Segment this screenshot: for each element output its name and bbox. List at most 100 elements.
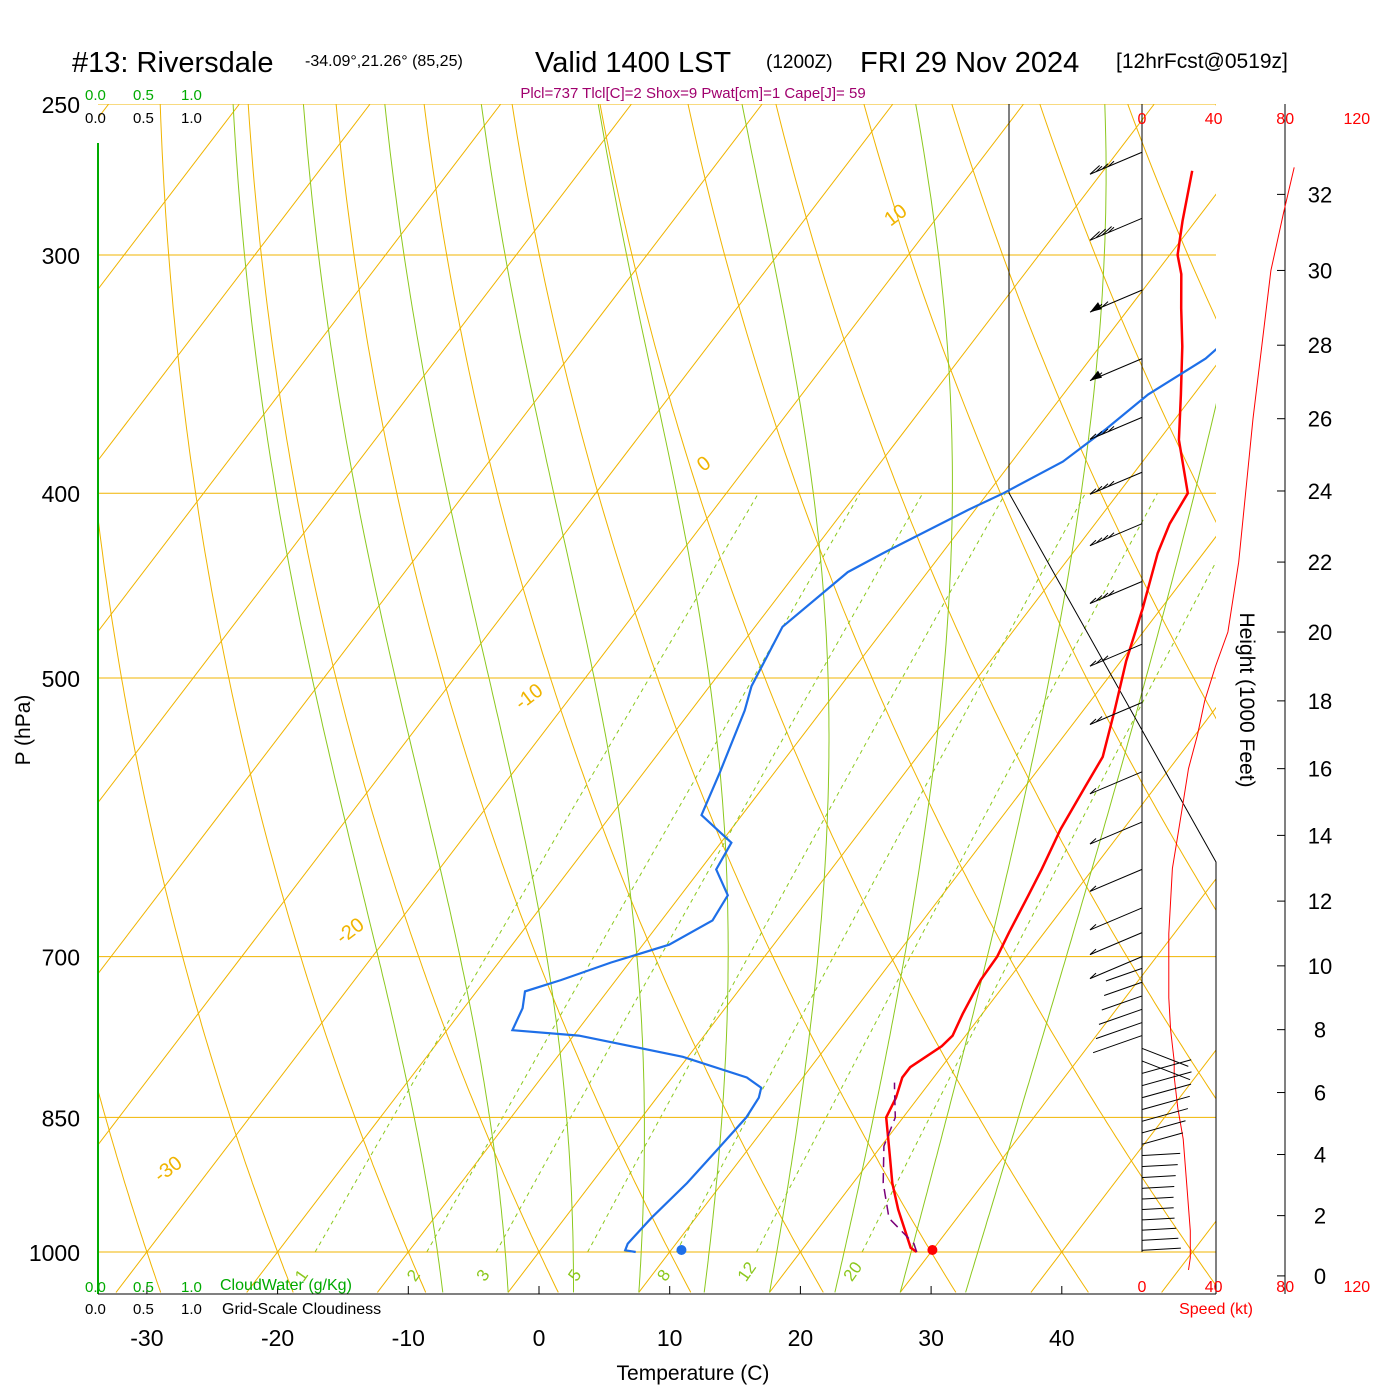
- valid-time: Valid 1400 LST: [535, 47, 731, 79]
- dry-adiabat-line: [599, 104, 1089, 1293]
- isotherm-line: [638, 535, 1216, 1293]
- height-tick-label: 4: [1314, 1143, 1326, 1168]
- temperature-tick-label: -30: [130, 1325, 163, 1351]
- wind-barb-feather: [1089, 972, 1097, 980]
- wind-barb-feather: [1089, 838, 1097, 845]
- cloud-scale-bottom-black-0: 0.0: [85, 1301, 106, 1318]
- wind-barb-staff: [1089, 471, 1143, 495]
- isotherm-line: [98, 104, 371, 462]
- isotherm-label: 10: [880, 200, 911, 231]
- height-tick-label: 0: [1314, 1264, 1326, 1289]
- wind-barb-feather: [1089, 231, 1100, 241]
- height-tick-label: 16: [1308, 757, 1332, 782]
- wind-barb-staff: [1141, 1071, 1192, 1087]
- wind-barb-staff: [1141, 1196, 1174, 1200]
- height-tick-label: 24: [1308, 479, 1332, 504]
- isotherm-line: [377, 193, 1216, 1293]
- pressure-tick-label: 300: [42, 243, 80, 269]
- wind-speed-line: [1168, 167, 1295, 1270]
- axis-layer: [97, 104, 1286, 1295]
- wind-barb-staff: [1141, 1132, 1184, 1145]
- mixing-ratio-label: 8: [653, 1266, 674, 1285]
- temperature-tick-label: 20: [788, 1325, 814, 1351]
- cloud-scale-bottom-green-0: 0.0: [85, 1279, 106, 1296]
- wind-barb-staff: [1141, 1217, 1175, 1221]
- moist-adiabat-line: [834, 104, 953, 1293]
- wind-barb-feather: [1107, 590, 1115, 597]
- wind-barb-staff: [1089, 907, 1143, 931]
- isotherm-line: [1030, 1049, 1216, 1293]
- wind-barb-staff: [1089, 217, 1143, 241]
- cloud-scale-top-black-0: 0.0: [85, 110, 106, 127]
- x-axis-label: Temperature (C): [617, 1362, 770, 1385]
- temperature-tick-label: -20: [261, 1325, 294, 1351]
- dry-adiabat-line: [863, 104, 1216, 912]
- isotherm-line: [98, 104, 894, 1146]
- cloudwater-label: CloudWater (g/Kg): [220, 1277, 352, 1294]
- wind-barb-staff: [1141, 1175, 1176, 1179]
- moist-adiabat-line: [302, 104, 509, 1293]
- height-tick-label: 22: [1308, 550, 1332, 575]
- moist-adiabat-line: [480, 104, 645, 1293]
- temperature-profile-line: [884, 170, 1194, 1254]
- cloud-scale-bottom-green-1: 0.5: [133, 1279, 154, 1296]
- wind-barb-feather: [1101, 163, 1109, 170]
- height-tick-label: 30: [1308, 258, 1332, 283]
- wind-barb-feather: [1101, 534, 1109, 542]
- isotherm-label: -10: [511, 679, 547, 714]
- pressure-tick-label: 250: [42, 92, 80, 118]
- mixing-ratio-line: [587, 492, 1006, 1253]
- dry-adiabat-line: [98, 514, 294, 1293]
- wind-barb-feather: [1089, 433, 1097, 440]
- wind-barb-feather: [1095, 372, 1103, 379]
- wind-barb-pennant: [1090, 370, 1102, 381]
- cloud-scale-bottom-green-2: 1.0: [181, 1279, 202, 1296]
- series-layer: [510, 170, 1216, 1254]
- dry-adiabat-line: [951, 104, 1216, 720]
- speed-axis-label: Speed (kt): [1179, 1301, 1253, 1318]
- height-tick-label: 10: [1308, 954, 1332, 979]
- temperature-tick-label: 0: [533, 1325, 546, 1351]
- wind-barb-staff: [1141, 1152, 1181, 1156]
- cloud-scale-top-black-2: 1.0: [181, 110, 202, 127]
- station-coords: -34.09°,21.26° (85,25): [305, 53, 463, 70]
- wind-barb-staff: [1089, 771, 1143, 795]
- wind-barb-feather: [1089, 787, 1097, 795]
- wind-barb-staff: [1104, 981, 1143, 996]
- wind-barb-feather: [1107, 426, 1115, 433]
- isotherm-line: [1161, 1220, 1216, 1293]
- speed-tick-label-top: 80: [1276, 111, 1294, 128]
- speed-tick-label-top: 40: [1205, 111, 1223, 128]
- isotherm-line: [899, 878, 1216, 1293]
- wind-barb-staff: [1089, 416, 1143, 440]
- forecast-date: FRI 29 Nov 2024: [860, 47, 1079, 79]
- cloudiness-label: Grid-Scale Cloudiness: [222, 1301, 381, 1318]
- wind-barb-staff: [1089, 523, 1143, 547]
- wind-barb-staff: [1089, 581, 1143, 604]
- wind-barb-feather: [1089, 488, 1097, 495]
- mixing-ratio-label: 5: [564, 1266, 585, 1285]
- wind-barb-feather: [1107, 160, 1115, 168]
- moist-adiabat-line: [384, 104, 574, 1293]
- temperature-tick-label: 40: [1049, 1325, 1075, 1351]
- isotherm-line: [98, 104, 240, 290]
- height-axis-label: Height (1000 Feet): [1235, 612, 1258, 787]
- wind-barb-feather: [1095, 657, 1103, 665]
- pressure-tick-label: 850: [42, 1105, 80, 1131]
- wind-barb-feather: [1089, 948, 1097, 955]
- isotherm-label: -20: [332, 914, 368, 949]
- wind-barb-feather: [1101, 428, 1109, 435]
- height-tick-label: 12: [1308, 889, 1332, 914]
- speed-tick-label-top: 120: [1343, 111, 1370, 128]
- mixing-ratio-label: 20: [840, 1258, 866, 1284]
- cloud-scale-top-green-1: 0.5: [133, 87, 154, 104]
- parcel-path-line: [882, 1082, 918, 1253]
- dry-adiabat-line: [98, 1088, 162, 1293]
- wind-barb-staff: [1089, 932, 1143, 956]
- temperature-tick-label: -10: [392, 1325, 425, 1351]
- wind-barb-staff: [1089, 643, 1143, 667]
- wind-barb-staff: [1089, 868, 1143, 892]
- wind-barb-feather: [1089, 660, 1097, 667]
- dry-adiabat-line: [1039, 104, 1216, 524]
